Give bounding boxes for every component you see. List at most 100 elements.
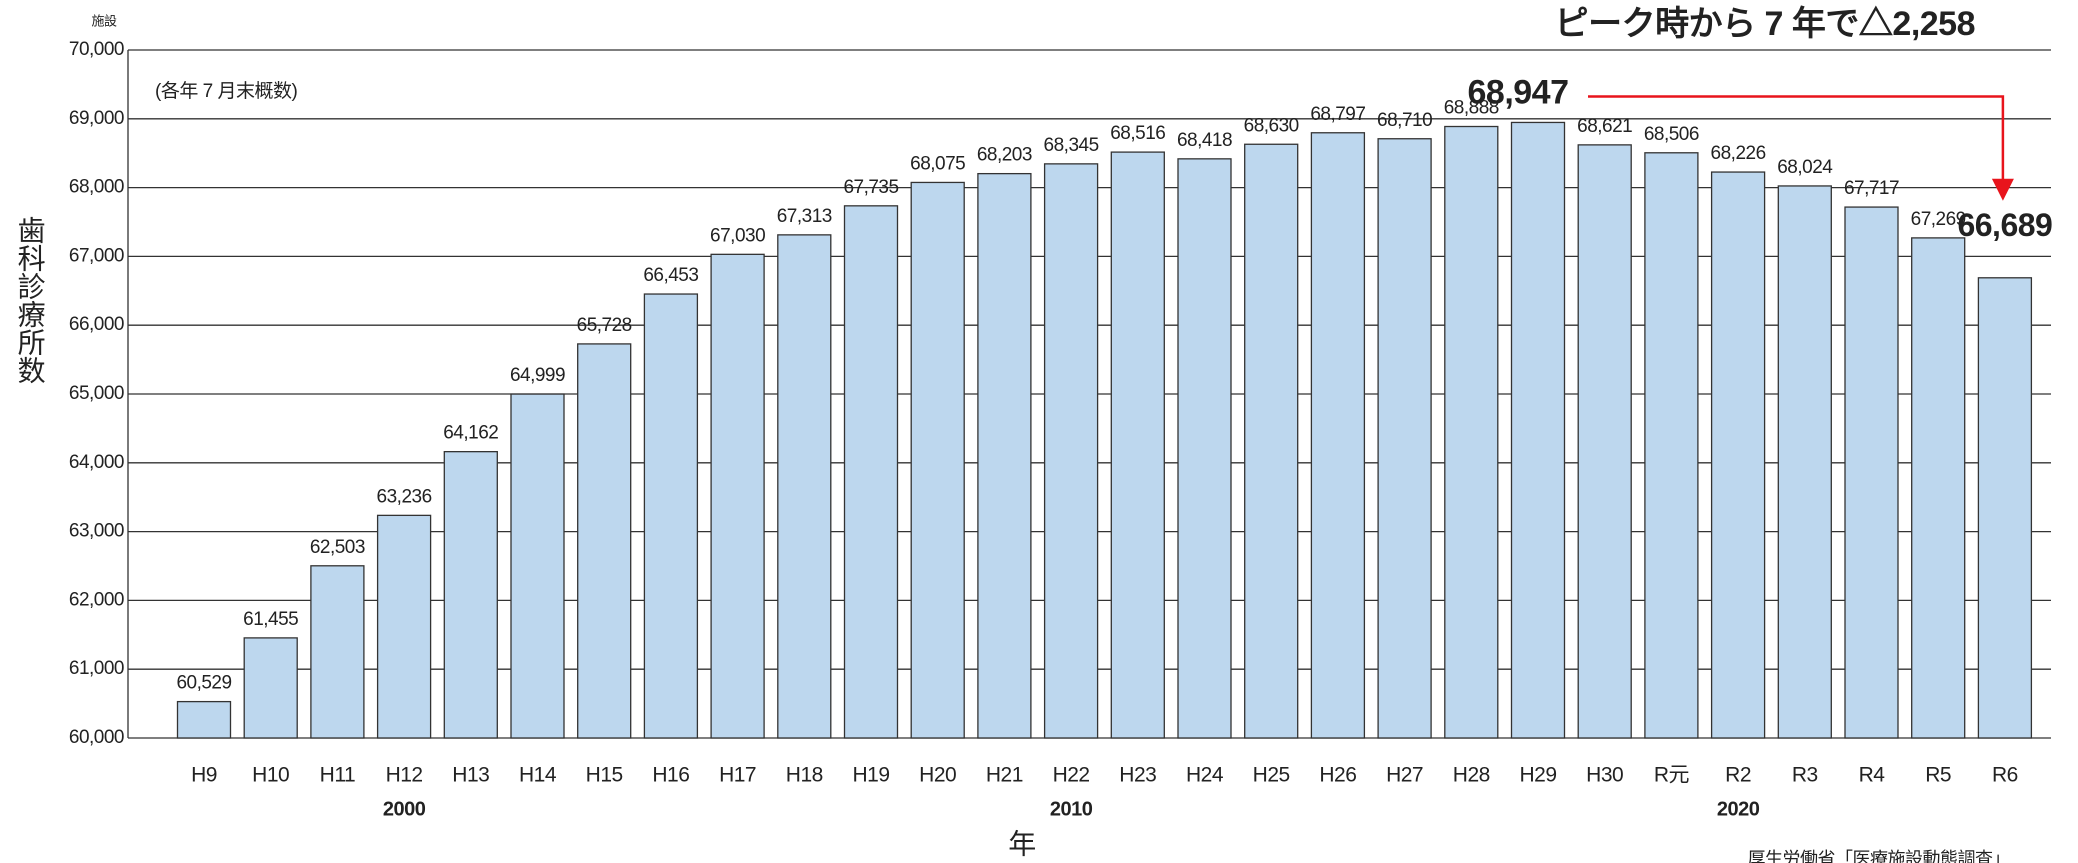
- x-tick-label: H28: [1453, 764, 1490, 787]
- source: 厚生労働省「医療施設動態調査」: [1748, 849, 2011, 863]
- x-tick-label: H27: [1386, 764, 1423, 787]
- bar: [176, 700, 232, 739]
- x-tick-label: R元: [1654, 764, 1690, 787]
- bar: [1043, 163, 1099, 739]
- value-label: 68,345: [1044, 135, 1099, 156]
- bar: [643, 293, 699, 739]
- value-label: 67,030: [710, 225, 765, 246]
- x-tick-label: H13: [452, 764, 489, 787]
- y-tick-label: 65,000: [69, 383, 124, 404]
- bar: [1644, 152, 1699, 739]
- note: (各年 7 月末概数): [155, 80, 297, 102]
- value-label: 66,453: [643, 265, 698, 286]
- bar: [777, 234, 832, 739]
- bar: [1777, 185, 1832, 739]
- bar: [1377, 138, 1432, 739]
- annotation: ピーク時から 7 年で△2,258: [1555, 5, 1975, 43]
- y-tick-label: 60,000: [69, 727, 124, 748]
- bar: [243, 637, 298, 739]
- value-label: 68,075: [910, 153, 965, 174]
- value-label: 68,797: [1310, 104, 1365, 125]
- x-tick-label: R4: [1859, 764, 1886, 787]
- x-tick-label: H19: [852, 764, 889, 787]
- unit-label: 施設: [91, 13, 117, 28]
- value-label: 64,162: [443, 423, 498, 444]
- y-tick-label: 61,000: [69, 658, 124, 679]
- y-axis-label: 歯科診療所数: [15, 216, 46, 384]
- x-tick-label: H25: [1253, 764, 1290, 787]
- x-tick-label: H15: [586, 764, 623, 787]
- value-label: 68,516: [1110, 123, 1165, 144]
- bar: [1911, 237, 1966, 739]
- value-label: 68,506: [1644, 124, 1699, 145]
- value-label: 66,689: [1957, 207, 2052, 243]
- year-label: 2010: [1050, 798, 1093, 820]
- bar: [910, 181, 965, 739]
- x-tick-label: H30: [1586, 764, 1623, 787]
- y-tick-label: 68,000: [69, 177, 124, 198]
- x-tick-label: H22: [1053, 764, 1090, 787]
- value-label: 68,621: [1577, 116, 1632, 137]
- bar: [1110, 151, 1165, 739]
- bar: [843, 205, 899, 739]
- value-label: 68,888: [1444, 98, 1499, 119]
- x-tick-label: H26: [1319, 764, 1356, 787]
- value-label: 61,455: [243, 609, 298, 630]
- value-label: 67,313: [777, 206, 832, 227]
- value-label: 64,999: [510, 365, 565, 386]
- value-label: 67,717: [1844, 178, 1899, 199]
- bar: [1244, 143, 1299, 739]
- value-label: 68,418: [1177, 130, 1232, 151]
- value-label: 60,529: [176, 673, 231, 694]
- value-label: 68,947: [1468, 73, 1569, 111]
- y-tick-label: 70,000: [69, 39, 124, 60]
- y-tick-label: 67,000: [69, 245, 124, 266]
- x-tick-label: H16: [652, 764, 689, 787]
- bar: [1844, 206, 1899, 739]
- value-label: 68,226: [1711, 143, 1766, 164]
- x-tick-label: H14: [519, 764, 557, 787]
- value-label: 63,236: [377, 486, 432, 507]
- value-label: 62,503: [310, 537, 365, 558]
- x-tick-label: H21: [986, 764, 1023, 787]
- value-label: 67,269: [1911, 209, 1966, 230]
- y-tick-label: 62,000: [69, 589, 124, 610]
- x-tick-label: H12: [386, 764, 423, 787]
- bar: [443, 451, 498, 739]
- bar: [1577, 144, 1632, 739]
- value-label: 68,630: [1244, 115, 1299, 136]
- x-tick-label: R6: [1992, 764, 2018, 787]
- bar: [710, 253, 765, 739]
- y-tick-label: 66,000: [69, 314, 124, 335]
- bar: [577, 343, 632, 739]
- bar: [1710, 171, 1766, 739]
- value-label: 65,728: [577, 315, 632, 336]
- x-tick-label: H17: [719, 764, 756, 787]
- x-tick-label: R3: [1792, 764, 1818, 787]
- x-tick-label: H20: [919, 764, 956, 787]
- bar: [510, 393, 565, 739]
- value-label: 68,024: [1777, 157, 1833, 178]
- bar: [977, 172, 1032, 739]
- x-tick-label: R2: [1725, 764, 1751, 787]
- x-tick-label: H29: [1519, 764, 1556, 787]
- x-tick-label: H11: [320, 764, 355, 787]
- bar: [1177, 158, 1232, 739]
- arrow-head: [1991, 178, 2014, 201]
- x-tick-label: H18: [786, 764, 823, 787]
- y-axis-label-text: 歯科診療所数: [15, 216, 46, 384]
- y-tick-label: 64,000: [69, 452, 124, 473]
- x-axis-label: 年: [1008, 828, 1036, 859]
- bar: [1310, 132, 1366, 739]
- bar: [1977, 277, 2033, 739]
- bar: [1510, 121, 1566, 739]
- value-label: 67,735: [843, 177, 898, 198]
- x-tick-label: H23: [1119, 764, 1156, 787]
- bar: [310, 565, 365, 739]
- bar: [1444, 125, 1499, 739]
- x-tick-label: R5: [1925, 764, 1951, 787]
- x-tick-label: H10: [252, 764, 289, 787]
- y-tick-label: 63,000: [69, 521, 124, 542]
- value-label: 68,203: [977, 145, 1032, 166]
